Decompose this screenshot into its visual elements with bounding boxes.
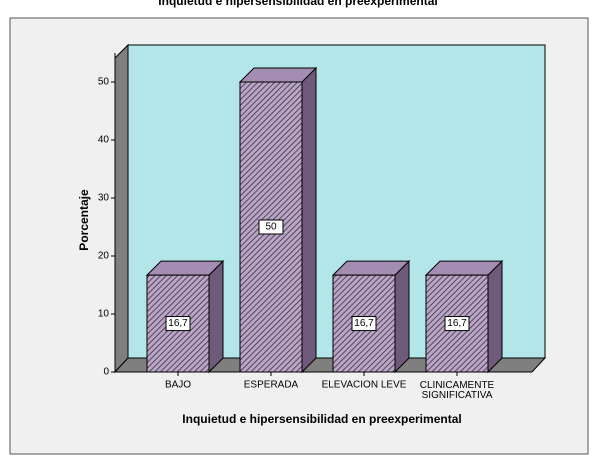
value-label-box bbox=[258, 219, 284, 235]
x-tick-label: CLINICAMENTE SIGNIFICATIVA bbox=[420, 380, 495, 401]
value-label: 50 bbox=[265, 222, 277, 233]
y-tick-label: 40 bbox=[98, 135, 110, 146]
side-wall bbox=[114, 43, 129, 374]
x-tick-label: ELEVACION LEVE bbox=[322, 380, 407, 391]
bar-top bbox=[331, 260, 411, 276]
y-axis-label: Porcentaje bbox=[77, 189, 91, 251]
y-tick-label: 0 bbox=[103, 367, 109, 378]
x-tick-label: ESPERADA bbox=[244, 380, 299, 391]
value-label: 16,7 bbox=[447, 318, 467, 329]
x-axis-label: Inquietud e hipersensibilidad en preexpe… bbox=[182, 412, 461, 426]
x-tick-label: BAJO bbox=[165, 380, 191, 391]
bar-side bbox=[394, 259, 410, 374]
y-tick-label: 10 bbox=[98, 309, 110, 320]
bar-side bbox=[208, 259, 224, 374]
y-tick-label: 30 bbox=[98, 193, 110, 204]
bar-top bbox=[424, 260, 504, 276]
value-label-box bbox=[351, 316, 377, 332]
value-label: 16,7 bbox=[168, 318, 188, 329]
y-tick-label: 20 bbox=[98, 251, 110, 262]
bar-side bbox=[301, 66, 317, 374]
value-label-box bbox=[165, 316, 191, 332]
value-label-box bbox=[444, 316, 470, 332]
chart-title: Inquietud e hipersensibilidad en preexpe… bbox=[158, 0, 437, 8]
bar-top bbox=[238, 67, 318, 83]
bar-top bbox=[145, 260, 225, 276]
value-label: 16,7 bbox=[354, 318, 374, 329]
bar-side bbox=[487, 259, 503, 374]
y-tick-label: 50 bbox=[98, 77, 110, 88]
